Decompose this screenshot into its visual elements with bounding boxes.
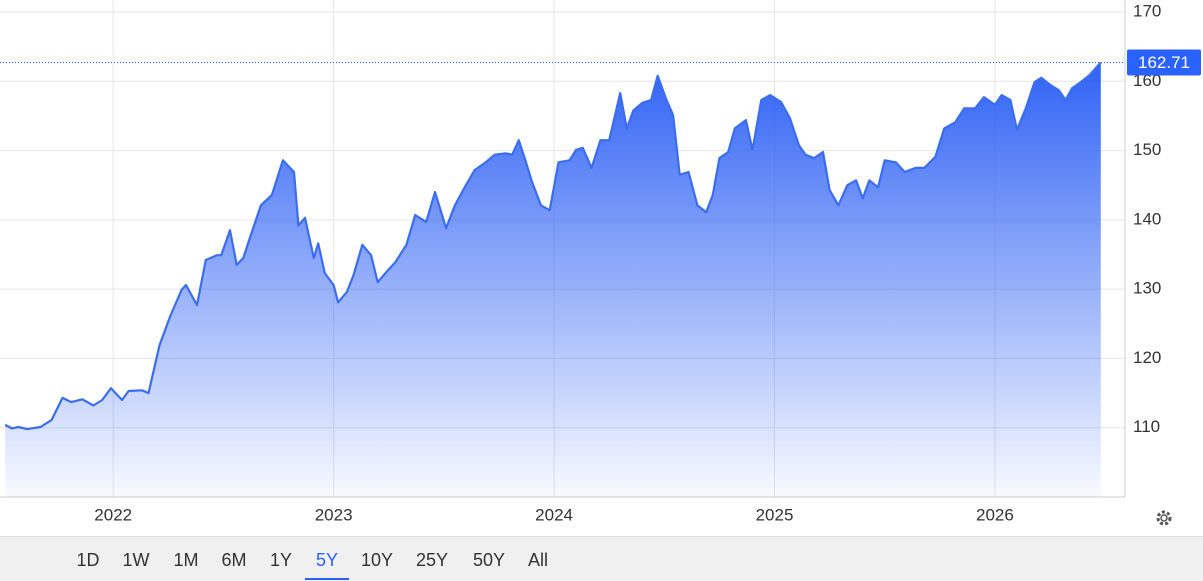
- chart: 110 120 130 140 150 160 170 2022 2023 2024 2025 202…: [0, 0, 1201, 526]
- range-button[interactable]: 6M: [221, 550, 247, 570]
- range-button[interactable]: 25Y: [415, 550, 449, 570]
- y-tick-label: 120: [1133, 348, 1161, 367]
- y-tick-label: 140: [1133, 209, 1161, 228]
- last-price-box: [1127, 49, 1201, 76]
- range-button[interactable]: 5Y: [305, 537, 349, 580]
- range-button[interactable]: 1D: [76, 550, 100, 570]
- range-button[interactable]: All: [527, 550, 548, 570]
- range-button[interactable]: 1W: [122, 550, 150, 570]
- y-tick-label: 170: [1133, 1, 1161, 20]
- price-line: [4, 61, 1102, 431]
- x-tick-label: 2024: [535, 505, 573, 524]
- x-tick-label: 2025: [756, 505, 794, 524]
- y-tick-label: 150: [1133, 140, 1161, 159]
- range-button[interactable]: 1M: [173, 550, 199, 570]
- x-tick-label: 2023: [315, 505, 353, 524]
- range-button[interactable]: 10Y: [360, 550, 394, 570]
- range-button[interactable]: 1Y: [269, 550, 293, 570]
- range-bar: 1D 1W 1M 6M 1Y 5Y 10Y 25Y 50Y All: [0, 536, 1203, 581]
- range-button[interactable]: 50Y: [472, 550, 506, 570]
- last-price-label: 162.71: [1138, 53, 1190, 72]
- y-tick-label: 110: [1133, 417, 1160, 436]
- settings-icon[interactable]: [1156, 510, 1172, 526]
- x-tick-label: 2022: [94, 505, 132, 524]
- area-fill: [5, 62, 1101, 497]
- x-tick-label: 2026: [976, 505, 1014, 524]
- y-tick-label: 160: [1133, 71, 1161, 90]
- y-tick-label: 130: [1133, 279, 1161, 298]
